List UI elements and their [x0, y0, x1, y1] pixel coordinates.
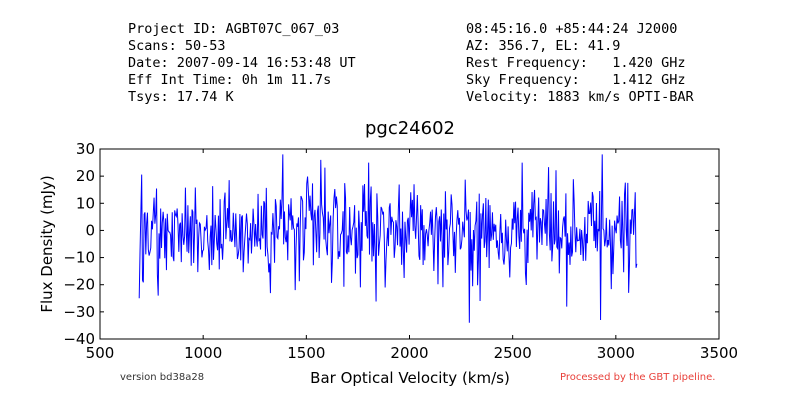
- y-tick-label: 30: [76, 140, 95, 158]
- pipeline-credit: Processed by the GBT pipeline.: [560, 372, 715, 383]
- version-label: version bd38a28: [120, 372, 204, 383]
- header-project-id: Project ID: AGBT07C_067_03: [128, 21, 340, 37]
- y-tick-label: −10: [63, 249, 95, 267]
- header-scans: Scans: 50-53: [128, 38, 226, 54]
- x-tick-label: 1000: [184, 344, 222, 362]
- x-tick-label: 1500: [287, 344, 325, 362]
- x-axis-label: Bar Optical Velocity (km/s): [310, 369, 510, 387]
- header-velocity: Velocity: 1883 km/s OPTI-BAR: [466, 89, 694, 105]
- x-tick-label: 3500: [700, 344, 738, 362]
- header-az-el: AZ: 356.7, EL: 41.9: [466, 38, 621, 54]
- spectrum-series-line: [138, 154, 638, 323]
- header-tsys: Tsys: 17.74 K: [128, 89, 234, 105]
- plot-area: [138, 154, 638, 323]
- header-coordinates: 08:45:16.0 +85:44:24 J2000: [466, 21, 678, 37]
- y-tick-label: 0: [85, 221, 95, 239]
- header-date: Date: 2007-09-14 16:53:48 UT: [128, 55, 356, 71]
- y-tick-label: −30: [63, 303, 95, 321]
- y-tick-label: −40: [63, 330, 95, 348]
- x-tick-label: 2000: [390, 344, 428, 362]
- y-tick-label: 10: [76, 194, 95, 212]
- y-axis-label: Flux Density (mJy): [38, 175, 56, 312]
- header-rest-frequency: Rest Frequency: 1.420 GHz: [466, 55, 686, 71]
- x-tick-label: 500: [86, 344, 115, 362]
- x-tick-label: 3000: [597, 344, 635, 362]
- chart-title: pgc24602: [365, 118, 455, 139]
- x-tick-label: 2500: [494, 344, 532, 362]
- header-sky-frequency: Sky Frequency: 1.412 GHz: [466, 72, 686, 88]
- header-info-left: Project ID: AGBT07C_067_03 Scans: 50-53 …: [128, 21, 356, 106]
- header-info-right: 08:45:16.0 +85:44:24 J2000 AZ: 356.7, EL…: [466, 21, 694, 106]
- header-int-time: Eff Int Time: 0h 1m 11.7s: [128, 72, 332, 88]
- y-tick-label: 20: [76, 167, 95, 185]
- y-tick-label: −20: [63, 276, 95, 294]
- axis-ticks: 500 1000 1500 2000 2500 3000 3500 −40 −30 −20 −10 0…: [63, 140, 738, 362]
